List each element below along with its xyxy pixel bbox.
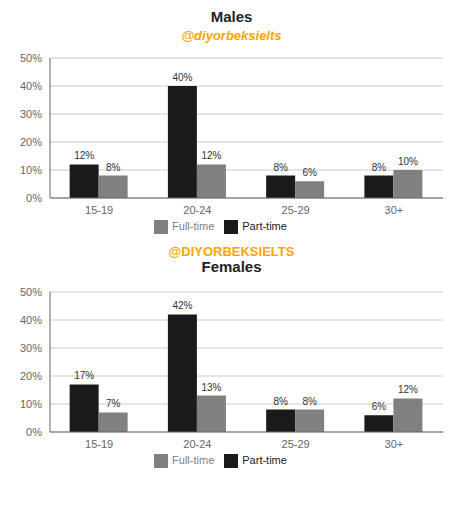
svg-text:10%: 10% bbox=[20, 398, 42, 410]
html-text:Full-time: Full-time bbox=[172, 454, 215, 466]
html-text:Males: Males bbox=[210, 8, 253, 25]
svg-text:0%: 0% bbox=[26, 192, 42, 204]
svg-text:8%: 8% bbox=[106, 162, 121, 173]
svg-text:25-29: 25-29 bbox=[282, 438, 310, 450]
svg-text:8%: 8% bbox=[372, 162, 387, 173]
svg-text:0%: 0% bbox=[26, 426, 42, 438]
html-text:@diyorbeksielts: @diyorbeksielts bbox=[181, 28, 282, 43]
html-text:Full-time: Full-time bbox=[172, 220, 215, 232]
svg-text:6%: 6% bbox=[372, 401, 387, 412]
svg-text:20-24: 20-24 bbox=[183, 204, 211, 216]
html-text:Females: Females bbox=[201, 258, 262, 275]
svg-text:7%: 7% bbox=[106, 398, 121, 409]
svg-text:40%: 40% bbox=[20, 80, 42, 92]
svg-text:40%: 40% bbox=[172, 72, 192, 83]
svg-text:12%: 12% bbox=[201, 150, 221, 161]
svg-text:12%: 12% bbox=[398, 384, 418, 395]
svg-text:13%: 13% bbox=[201, 382, 221, 393]
svg-text:30+: 30+ bbox=[385, 204, 404, 216]
html-text:Part-time: Part-time bbox=[242, 454, 287, 466]
svg-text:8%: 8% bbox=[302, 396, 317, 407]
svg-text:20%: 20% bbox=[20, 370, 42, 382]
svg-text:12%: 12% bbox=[74, 150, 94, 161]
svg-text:40%: 40% bbox=[20, 314, 42, 326]
svg-text:10%: 10% bbox=[20, 164, 42, 176]
html-text:Part-time: Part-time bbox=[242, 220, 287, 232]
svg-text:10%: 10% bbox=[398, 156, 418, 167]
svg-text:20-24: 20-24 bbox=[183, 438, 211, 450]
svg-text:17%: 17% bbox=[74, 370, 94, 381]
svg-text:6%: 6% bbox=[302, 167, 317, 178]
svg-text:30%: 30% bbox=[20, 342, 42, 354]
svg-text:8%: 8% bbox=[273, 396, 288, 407]
svg-text:30+: 30+ bbox=[385, 438, 404, 450]
svg-text:15-19: 15-19 bbox=[85, 204, 113, 216]
svg-text:50%: 50% bbox=[20, 52, 42, 64]
svg-text:30%: 30% bbox=[20, 108, 42, 120]
svg-text:25-29: 25-29 bbox=[282, 204, 310, 216]
svg-text:15-19: 15-19 bbox=[85, 438, 113, 450]
svg-text:50%: 50% bbox=[20, 286, 42, 298]
html-text:@DIYORBEKSIELTS: @DIYORBEKSIELTS bbox=[168, 244, 295, 259]
svg-text:42%: 42% bbox=[172, 300, 192, 311]
svg-text:20%: 20% bbox=[20, 136, 42, 148]
svg-text:8%: 8% bbox=[273, 162, 288, 173]
